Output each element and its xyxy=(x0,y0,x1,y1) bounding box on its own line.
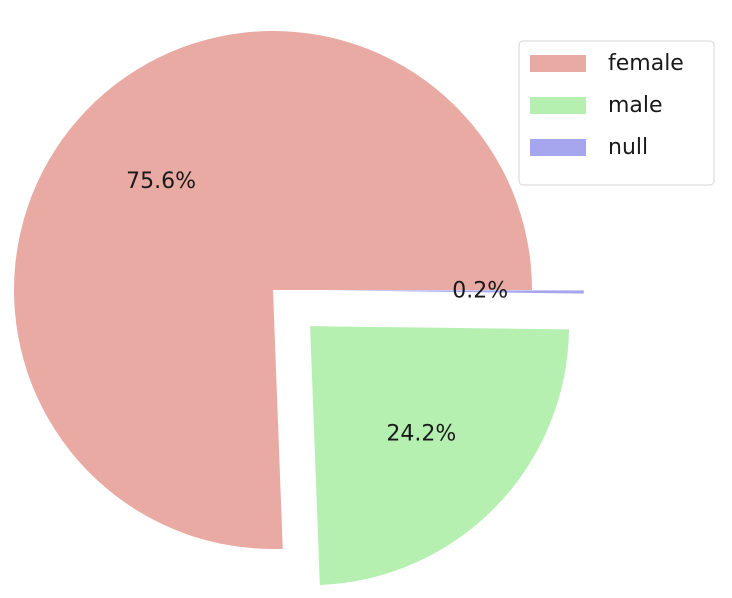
slice-label: 24.2% xyxy=(386,422,456,447)
slice-label: 0.2% xyxy=(452,278,508,303)
legend-label: female xyxy=(608,51,684,76)
legend-swatch xyxy=(530,139,586,156)
legend-swatch xyxy=(530,97,586,114)
slice-label: 75.6% xyxy=(126,169,196,194)
pie-slice xyxy=(310,326,570,585)
legend-label: null xyxy=(608,135,648,160)
pie-slice xyxy=(13,30,532,549)
legend-label: male xyxy=(608,93,663,118)
legend-swatch xyxy=(530,55,586,72)
pie-slice xyxy=(324,290,584,294)
